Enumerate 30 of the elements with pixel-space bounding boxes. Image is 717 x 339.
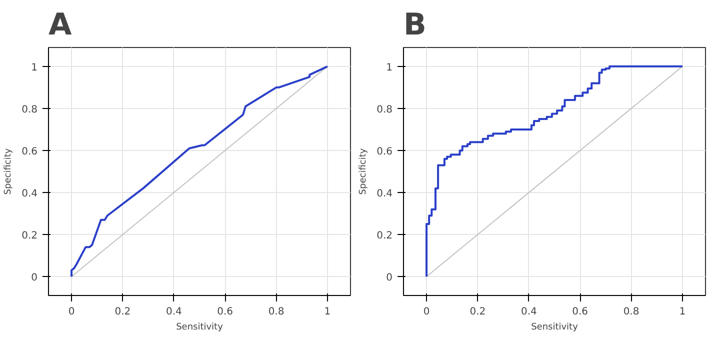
- y-tick-label: 0.6: [376, 146, 393, 158]
- y-tick-label: 1: [31, 62, 38, 74]
- y-tick-label: 0.4: [22, 188, 38, 200]
- y-tick-label: 0.8: [376, 104, 393, 116]
- x-axis-title: Sensitivity: [176, 322, 224, 332]
- chart-title: A: [48, 8, 72, 42]
- x-tick-label: 0.2: [114, 306, 131, 318]
- y-tick-label: 0.8: [22, 104, 38, 116]
- x-tick-label: 0.4: [166, 306, 182, 318]
- y-axis-title: Specificity: [4, 148, 14, 195]
- y-axis-title: Specificity: [358, 148, 369, 195]
- x-tick-label: 0.8: [623, 306, 640, 318]
- chart-title: B: [404, 8, 426, 42]
- y-tick-label: 0.4: [376, 188, 393, 200]
- x-axis-title: Sensitivity: [531, 322, 579, 332]
- y-tick-label: 0.6: [22, 146, 38, 158]
- y-tick-label: 0: [31, 272, 38, 284]
- x-tick-label: 1: [679, 306, 686, 318]
- x-tick-label: 0.2: [470, 306, 486, 318]
- x-tick-label: 0: [423, 306, 430, 318]
- y-tick-label: 0.2: [22, 230, 38, 242]
- x-tick-label: 0.4: [520, 306, 537, 318]
- x-tick-label: 0.6: [217, 306, 234, 318]
- y-tick-label: 1: [386, 62, 393, 74]
- x-tick-label: 0: [68, 306, 75, 318]
- x-tick-label: 1: [324, 306, 331, 318]
- y-tick-label: 0: [386, 272, 393, 284]
- x-tick-label: 0.8: [268, 306, 284, 318]
- y-tick-label: 0.2: [376, 230, 393, 242]
- x-tick-label: 0.6: [572, 306, 588, 318]
